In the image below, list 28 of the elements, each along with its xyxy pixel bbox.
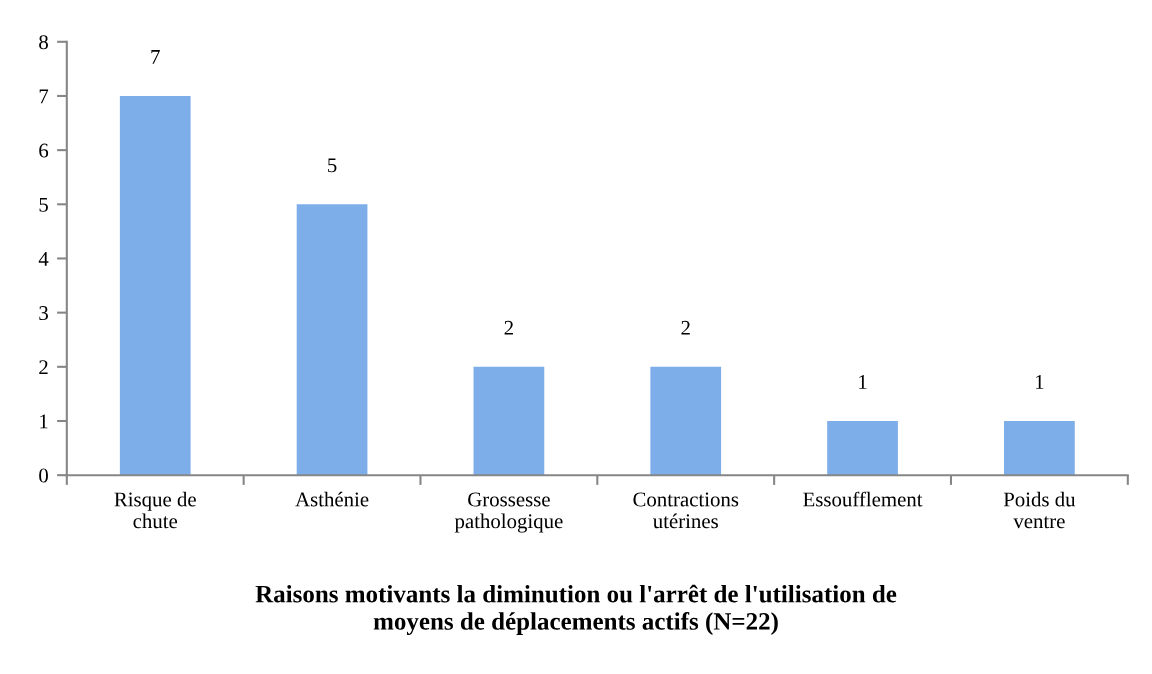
- text: Raisons motivants la diminution ou l'arrêt de l'utilisation de moyens de déplacements actifs (N=22): [255, 584, 897, 635]
- bar: [296, 204, 368, 476]
- data-label: 5: [328, 158, 337, 173]
- bar: [827, 421, 898, 476]
- x-tick-label: Grossesse pathologique: [454, 492, 563, 533]
- y-tick-label: 3: [39, 306, 48, 321]
- data-label: 2: [504, 320, 513, 335]
- bar: [650, 366, 722, 476]
- x-tick-label: Poids du ventre: [1003, 491, 1076, 529]
- y-tick-label: 2: [39, 360, 48, 375]
- y-tick-label: 7: [39, 89, 49, 104]
- data-label: 1: [859, 375, 867, 389]
- x-tick-label: Essoufflement: [803, 491, 923, 507]
- data-label: 1: [1036, 375, 1044, 389]
- bar: [119, 95, 191, 476]
- y-tick-label: 6: [39, 143, 49, 158]
- bar: [1004, 421, 1075, 476]
- y-tick-label: 4: [38, 251, 49, 266]
- y-tick-label: 1: [40, 414, 48, 429]
- data-label: 7: [151, 50, 160, 64]
- x-tick-label: Contractions utérines: [633, 492, 739, 529]
- bar: [473, 366, 545, 476]
- y-tick-label: 0: [39, 468, 48, 483]
- x-tick-label: Asthénie: [295, 491, 369, 507]
- y-tick-label: 5: [39, 197, 48, 212]
- x-tick-label: Risque de chute: [114, 491, 196, 529]
- y-tick-label: 8: [39, 35, 48, 50]
- data-label: 2: [681, 320, 690, 335]
